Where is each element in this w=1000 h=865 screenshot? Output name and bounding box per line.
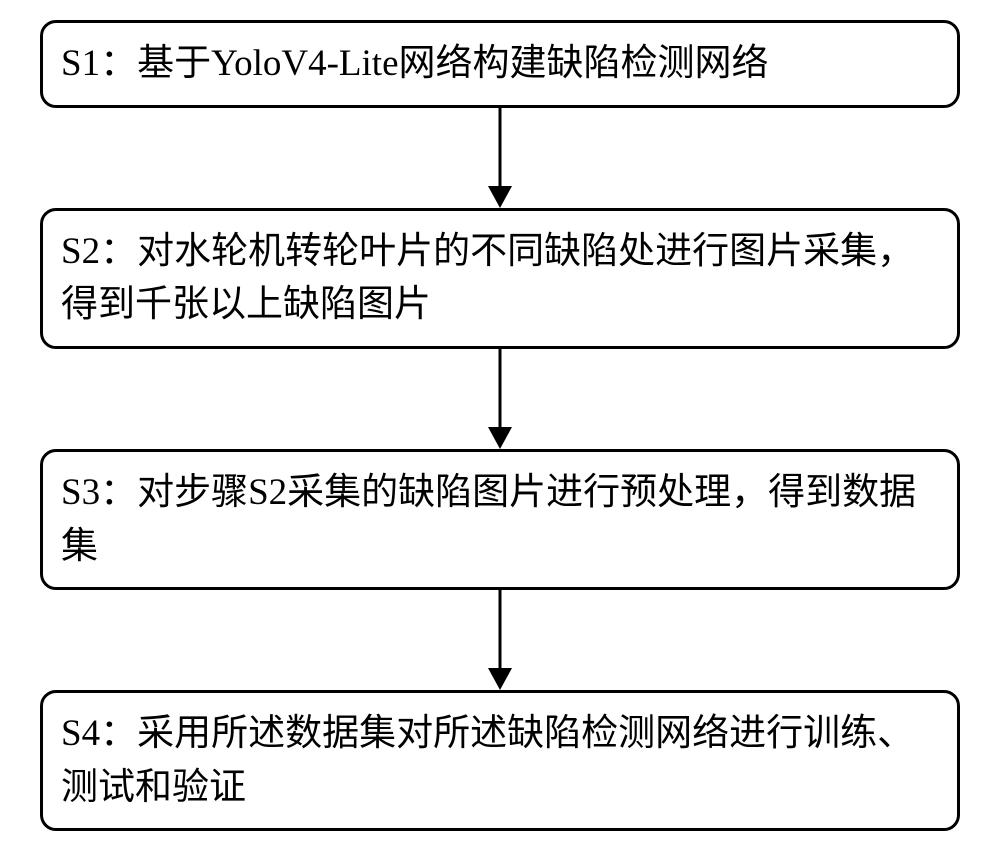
step-label: S1：基于YoloV4-Lite网络构建缺陷检测网络 (61, 43, 769, 84)
arrow-down-icon (485, 590, 515, 690)
arrow-down-icon (485, 349, 515, 449)
flowchart-container: S1：基于YoloV4-Lite网络构建缺陷检测网络 S2：对水轮机转轮叶片的不… (40, 20, 960, 831)
step-label: S3：对步骤S2采集的缺陷图片进行预处理，得到数据集 (61, 472, 916, 567)
flowchart-step-s2: S2：对水轮机转轮叶片的不同缺陷处进行图片采集，得到千张以上缺陷图片 (40, 208, 960, 349)
arrow-down-icon (485, 108, 515, 208)
step-label: S2：对水轮机转轮叶片的不同缺陷处进行图片采集，得到千张以上缺陷图片 (61, 231, 914, 326)
flowchart-step-s1: S1：基于YoloV4-Lite网络构建缺陷检测网络 (40, 20, 960, 108)
step-label: S4：采用所述数据集对所述缺陷检测网络进行训练、测试和验证 (61, 713, 914, 808)
flowchart-arrow (40, 349, 960, 449)
flowchart-arrow (40, 108, 960, 208)
flowchart-step-s3: S3：对步骤S2采集的缺陷图片进行预处理，得到数据集 (40, 449, 960, 590)
flowchart-arrow (40, 590, 960, 690)
flowchart-step-s4: S4：采用所述数据集对所述缺陷检测网络进行训练、测试和验证 (40, 690, 960, 831)
